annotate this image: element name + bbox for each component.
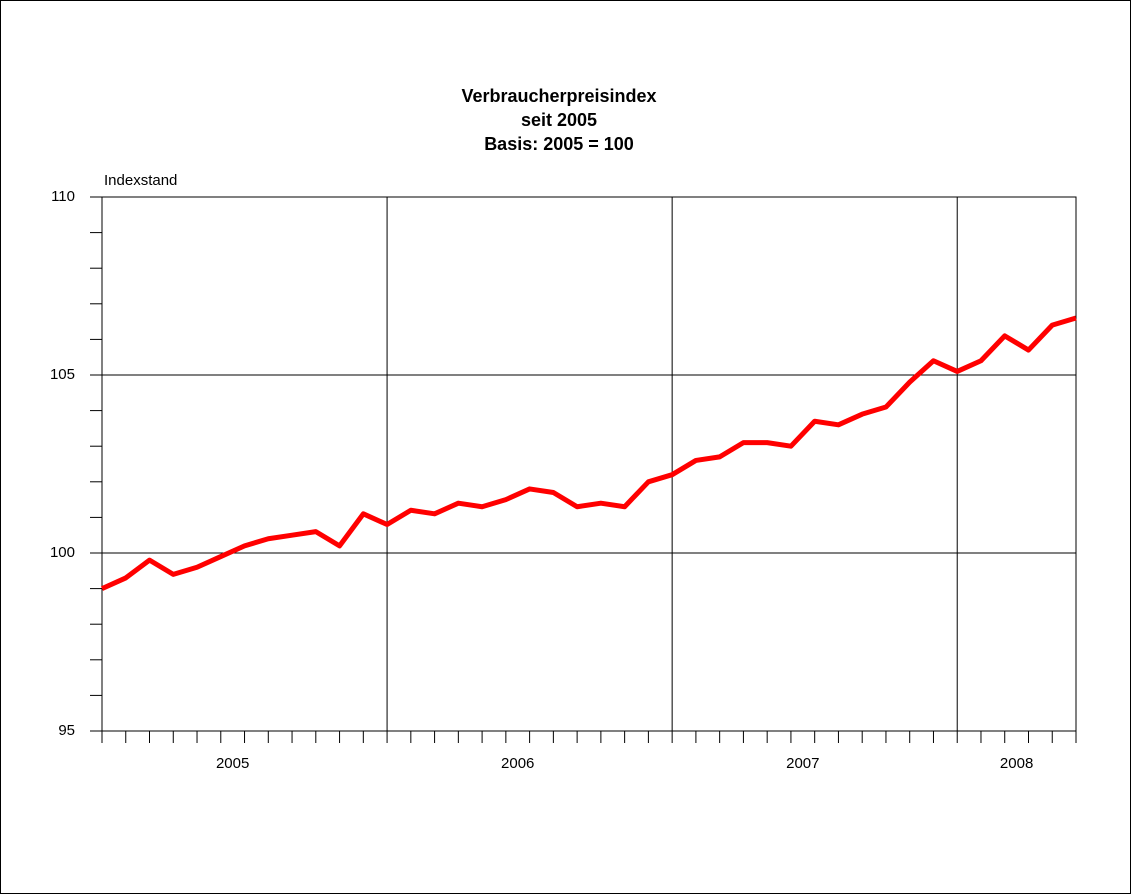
y-tick-label: 110 [51, 188, 75, 205]
x-year-label: 2007 [786, 755, 819, 772]
chart-subtitle: Basis: 2005 = 100 [484, 134, 634, 154]
y-tick-label: 105 [50, 366, 75, 383]
chart-subtitle: seit 2005 [521, 110, 597, 130]
x-year-label: 2005 [216, 755, 249, 772]
y-tick-label: 100 [50, 544, 75, 561]
x-year-label: 2008 [1000, 755, 1033, 772]
y-tick-label: 95 [58, 722, 75, 739]
chart-title: Verbraucherpreisindex [461, 86, 656, 106]
data-line [100, 315, 1077, 591]
x-year-label: 2006 [501, 755, 534, 772]
y-axis-label: Indexstand [104, 172, 177, 189]
